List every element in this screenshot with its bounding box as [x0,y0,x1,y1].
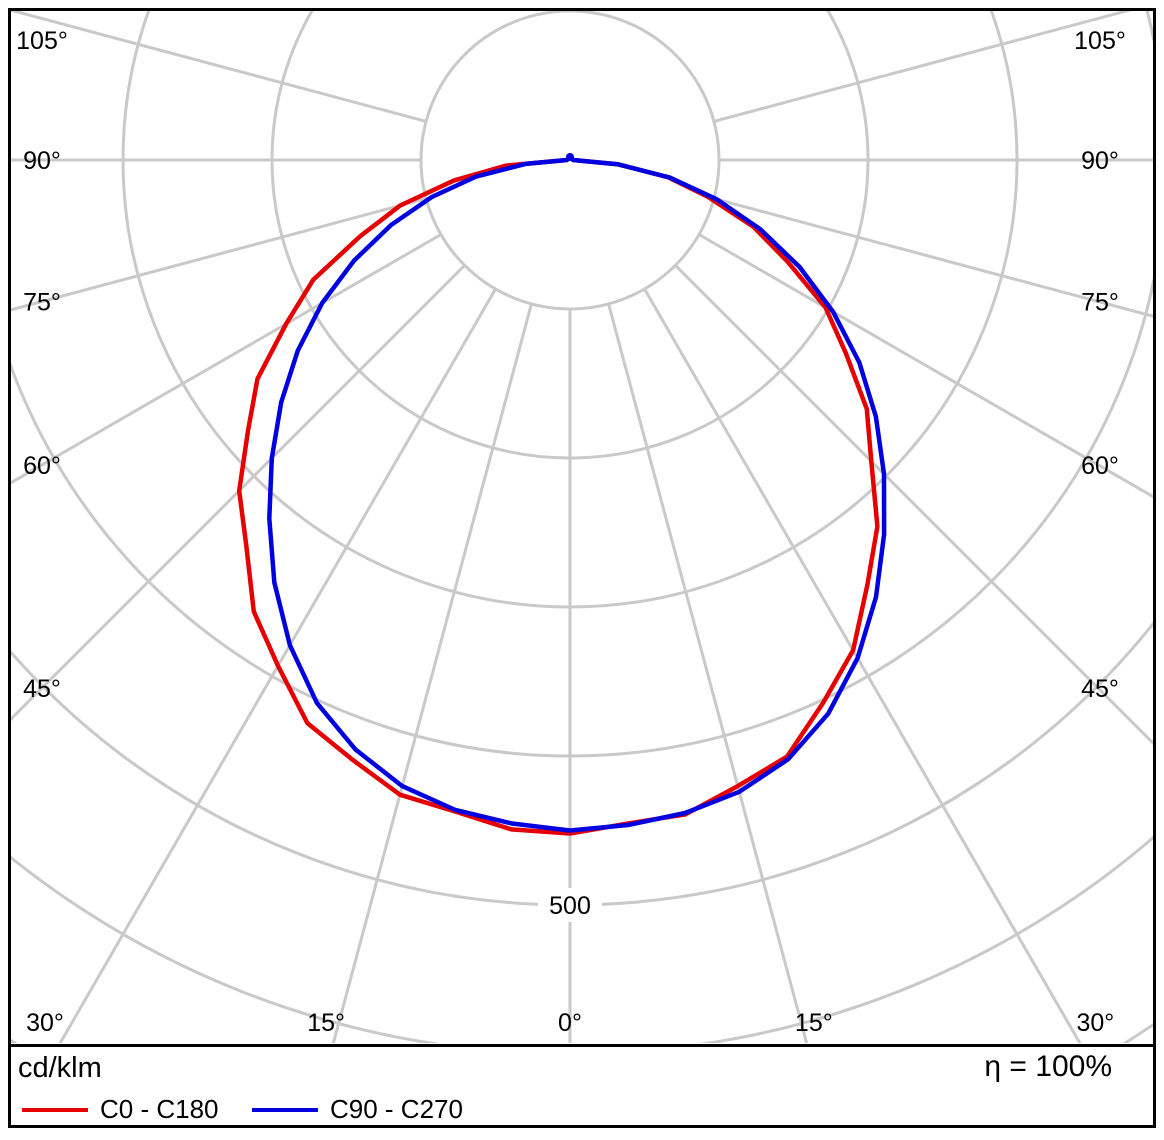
units-label: cd/klm [18,1052,102,1084]
angle-tick-label: 90° [1081,147,1119,175]
curve-c0-c180 [236,157,880,836]
angle-tick-label: 90° [23,147,61,175]
angle-tick-label: 45° [23,675,61,703]
angle-tick-label: 60° [23,452,61,480]
angle-tick-label: 15° [307,1009,345,1037]
series-swatch-c0-c180 [22,1108,88,1112]
angle-tick-label: 15° [795,1009,833,1037]
angle-tick-label: 75° [1081,288,1119,316]
angle-tick-label: 60° [1081,452,1119,480]
curve-pole-marker [566,153,574,161]
radial-label-backing [538,888,602,922]
efficiency-value: η = 100% [984,1050,1112,1083]
angle-tick-label: 105° [16,27,68,55]
angle-tick-label: 75° [23,288,61,316]
angle-tick-label: 105° [1074,27,1126,55]
angle-tick-label: 30° [26,1009,64,1037]
curve-c90-c270 [267,157,887,833]
angle-tick-label: 30° [1076,1009,1114,1037]
series-swatch-c90-c270 [252,1108,318,1112]
legend-separator-line [8,1044,1156,1047]
angle-tick-label: 45° [1081,675,1119,703]
legend: C0 - C180 C90 - C270 [0,1094,1164,1128]
series-label-c90-c270: C90 - C270 [330,1094,463,1124]
angle-tick-label: 0° [558,1009,582,1037]
radial-axis-label: 500 [549,892,591,920]
series-label-c0-c180: C0 - C180 [100,1094,219,1124]
